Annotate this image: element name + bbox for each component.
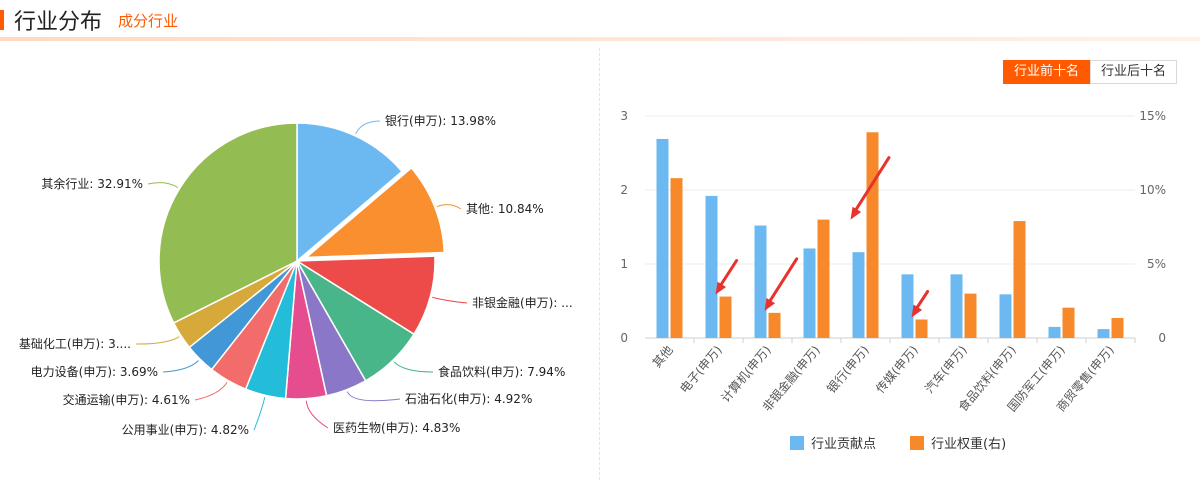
x-tick-label: 其他 [650, 343, 676, 370]
arrow-head [764, 298, 776, 311]
pie-label: 基础化工(申万): 3.... [19, 337, 131, 351]
bar-contribution[interactable] [803, 248, 816, 338]
bar-contribution[interactable] [754, 225, 767, 338]
y-left-tick-label: 2 [620, 183, 628, 197]
pie-leader-line [253, 397, 266, 431]
bar-contribution[interactable] [901, 274, 914, 338]
tab-top-ten[interactable]: 行业前十名 [1003, 60, 1091, 84]
bar-contribution[interactable] [656, 138, 669, 338]
bar-weight[interactable] [915, 319, 928, 339]
y-right-tick-label: 5% [1147, 257, 1166, 271]
panel-divider [599, 48, 600, 480]
pie-leader-line [346, 391, 401, 402]
red-arrow-annotation [911, 290, 930, 318]
bar-contribution[interactable] [705, 195, 718, 338]
pie-leader-line [135, 336, 180, 345]
bar-weight[interactable] [670, 178, 683, 338]
bar-weight[interactable] [1062, 307, 1075, 338]
pie-label: 食品饮料(申万): 7.94% [438, 364, 565, 379]
arrow-shaft [717, 259, 739, 291]
legend-label-weight[interactable]: 行业权重(右) [931, 436, 1006, 452]
ranking-tabs: 行业前十名 行业后十名 [1003, 60, 1178, 84]
bar-weight[interactable] [768, 312, 781, 338]
industry-pie-chart: 银行(申万): 13.98% 其他: 10.84% 非银金融(申万): ... 食品饮… [19, 114, 573, 437]
bar-contribution[interactable] [950, 274, 963, 338]
pie-leader-line [147, 182, 179, 188]
tab-bottom-ten[interactable]: 行业后十名 [1090, 60, 1178, 84]
bar-contribution[interactable] [852, 252, 865, 338]
section-subtitle-link[interactable]: 成分行业 [118, 12, 179, 30]
pie-label: 银行(申万): 13.98% [385, 114, 496, 128]
arrow-shaft [766, 257, 799, 307]
bar-contribution[interactable] [1097, 329, 1110, 338]
x-tick-label: 汽车(申万) [921, 342, 969, 396]
y-right-tick-label: 10% [1139, 183, 1166, 197]
legend-swatch-contribution [790, 436, 804, 450]
pie-label: 其余行业: 32.91% [41, 176, 143, 191]
pie-label: 石油石化(申万): 4.92% [405, 392, 532, 406]
red-arrow-annotation [850, 156, 891, 220]
pie-leader-line [355, 120, 381, 135]
bar-weight[interactable] [866, 132, 879, 338]
pie-label: 公用事业(申万): 4.82% [122, 423, 249, 437]
page-title: 行业分布 [14, 10, 103, 35]
pie-slice[interactable] [304, 166, 446, 259]
pie-label: 交通运输(申万): 4.61% [63, 392, 190, 407]
red-arrow-annotation [764, 257, 799, 311]
bar-weight[interactable] [719, 296, 732, 338]
y-right-tick-label: 0 [1158, 331, 1166, 345]
y-left-tick-label: 0 [620, 331, 628, 345]
arrow-head [850, 206, 862, 220]
x-tick-label: 传媒(申万) [872, 342, 920, 396]
pie-leader-line [162, 360, 199, 373]
chart-legend: 行业贡献点 行业权重(右) [790, 436, 1006, 452]
pie-slice[interactable] [294, 255, 436, 336]
bar-contribution[interactable] [999, 294, 1012, 338]
x-tick-label: 银行(申万) [824, 343, 872, 396]
bar-weight[interactable] [1111, 318, 1124, 338]
pie-label: 其他: 10.84% [466, 202, 544, 216]
header-accent-bar [0, 10, 4, 30]
arrow-head [715, 281, 727, 295]
y-right-tick-label: 15% [1139, 109, 1166, 123]
pie-leader-line [305, 400, 329, 429]
x-tick-label: 计算机(申万) [718, 342, 774, 405]
pie-label: 非银金融(申万): ... [472, 295, 573, 310]
arrow-shaft [852, 156, 891, 216]
arrow-head [911, 304, 923, 318]
bar-weight[interactable] [964, 293, 977, 338]
pie-leader-line [194, 381, 228, 401]
section-header: 行业分布 成分行业 [0, 0, 1200, 41]
pie-slice[interactable] [158, 122, 298, 324]
bar-weight[interactable] [1013, 221, 1026, 338]
pie-leader-line [436, 204, 462, 210]
x-tick-label: 电子(申万) [677, 343, 725, 396]
red-arrow-annotation [715, 259, 739, 295]
header-underline [0, 37, 1200, 41]
pie-leader-line [432, 296, 468, 304]
pie-slice[interactable] [296, 122, 404, 263]
legend-label-contribution[interactable]: 行业贡献点 [811, 437, 876, 452]
y-left-tick-label: 1 [620, 257, 628, 271]
legend-swatch-weight [910, 436, 924, 450]
bar-weight[interactable] [817, 219, 830, 338]
pie-leader-line [393, 361, 434, 373]
pie-label: 医药生物(申万): 4.83% [333, 421, 460, 435]
pie-label: 电力设备(申万): 3.69% [31, 365, 158, 379]
bar-contribution[interactable] [1048, 326, 1061, 338]
y-left-tick-label: 3 [620, 109, 628, 123]
